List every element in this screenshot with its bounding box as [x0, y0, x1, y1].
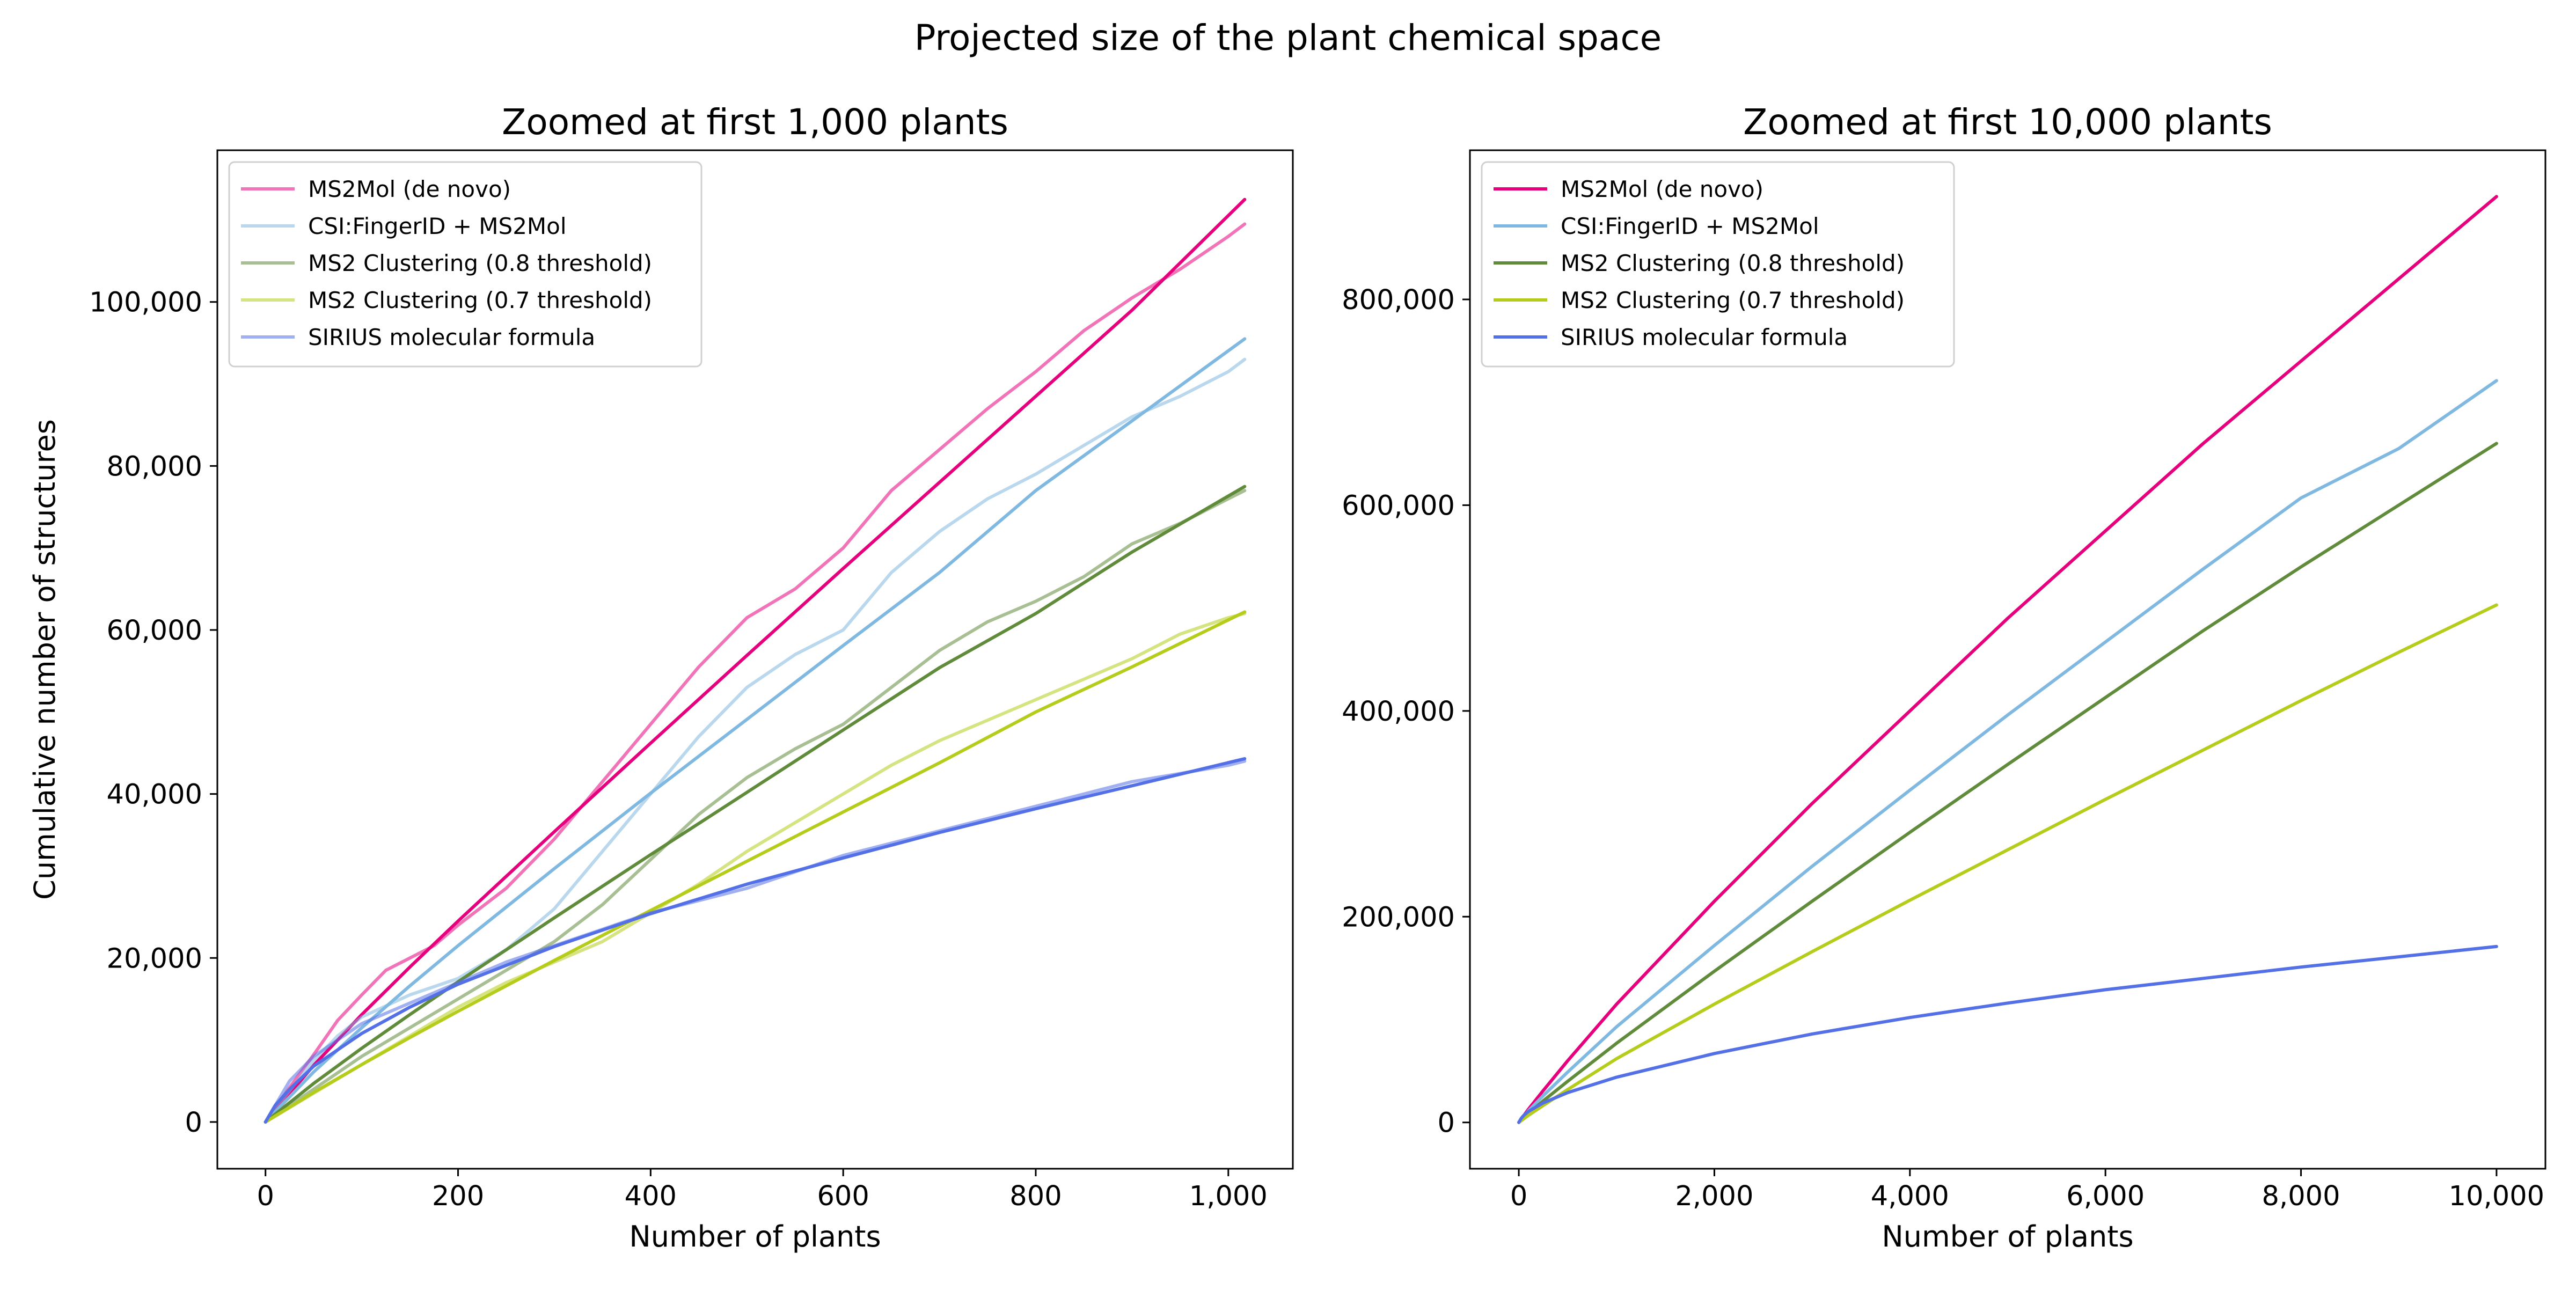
legend-label: SIRIUS molecular formula: [308, 324, 595, 350]
legend-box: [228, 161, 702, 368]
x-tick-label: 200: [432, 1181, 484, 1212]
legend-box: [1481, 161, 1955, 368]
y-tick-label: 600,000: [1342, 490, 1455, 522]
x-tick-label: 400: [625, 1181, 677, 1212]
legend-label: SIRIUS molecular formula: [1561, 324, 1848, 350]
x-tick-label: 2,000: [1675, 1181, 1753, 1212]
y-tick-label: 400,000: [1342, 696, 1455, 728]
x-tick-label: 600: [817, 1181, 869, 1212]
legend: MS2Mol (de novo) CSI:FingerID + MS2Mol MS2…: [1481, 161, 1955, 368]
x-axis-label: Number of plants: [1882, 1220, 2133, 1254]
series-line-ms2mol-fit: [1517, 195, 2498, 1124]
y-tick-label: 80,000: [107, 451, 202, 482]
axes-frame: [216, 149, 1294, 1170]
y-tick-label: 0: [185, 1107, 202, 1139]
series-line-ms2mol-fit: [264, 197, 1247, 1124]
series-line-clust07-fit: [264, 610, 1247, 1124]
legend-label: CSI:FingerID + MS2Mol: [1561, 213, 1819, 239]
figure-suptitle: Projected size of the plant chemical spa…: [914, 17, 1662, 58]
series-line-csi-observed: [264, 357, 1247, 1124]
legend-label: MS2 Clustering (0.7 threshold): [308, 287, 652, 313]
legend-label: CSI:FingerID + MS2Mol: [308, 213, 567, 239]
right-chart-panel: Zoomed at first 10,000 plants 0 2,000 4,000…: [1342, 101, 2546, 1254]
y-tick-label: 20,000: [107, 943, 202, 974]
y-tick-label: 0: [1438, 1108, 1455, 1139]
series-group: [264, 197, 1247, 1124]
chart-title: Zoomed at first 10,000 plants: [1743, 101, 2272, 143]
y-tick-label: 200,000: [1342, 901, 1455, 933]
series-line-clust08-fit: [1517, 442, 2498, 1124]
x-tick-label: 0: [257, 1181, 274, 1212]
y-tick-label: 60,000: [107, 615, 202, 647]
legend-label: MS2 Clustering (0.8 threshold): [308, 250, 652, 276]
series-line-sirius-fit: [264, 757, 1247, 1124]
series-line-ms2mol-observed: [264, 222, 1247, 1124]
chart-title: Zoomed at first 1,000 plants: [502, 101, 1008, 143]
series-line-csi-fit: [264, 337, 1247, 1124]
series-line-clust07-observed: [264, 612, 1247, 1124]
y-tick-label: 800,000: [1342, 284, 1455, 316]
left-chart-panel: Zoomed at first 1,000 plants 0 200 400 600 80…: [28, 101, 1294, 1254]
series-group: [1517, 195, 2498, 1124]
y-axis-label: Cumulative number of structures: [28, 419, 62, 900]
legend-label: MS2 Clustering (0.7 threshold): [1561, 287, 1905, 313]
legend-label: MS2 Clustering (0.8 threshold): [1561, 250, 1905, 276]
x-tick-label: 0: [1510, 1181, 1527, 1212]
legend-label: MS2Mol (de novo): [308, 176, 511, 202]
series-line-sirius-fit: [1517, 944, 2498, 1124]
x-tick-label: 800: [1009, 1181, 1062, 1212]
series-line-clust08-fit: [264, 485, 1247, 1124]
series-line-clust08-observed: [264, 489, 1247, 1124]
legend-label: MS2Mol (de novo): [1561, 176, 1763, 202]
y-tick-label: 40,000: [107, 779, 202, 811]
x-tick-label: 10,000: [2449, 1181, 2544, 1212]
x-tick-label: 8,000: [2262, 1181, 2340, 1212]
x-axis-label: Number of plants: [629, 1220, 881, 1254]
legend: MS2Mol (de novo) CSI:FingerID + MS2Mol MS2…: [228, 161, 702, 368]
x-tick-label: 4,000: [1871, 1181, 1949, 1212]
axes-frame: [1469, 149, 2546, 1170]
x-tick-label: 1,000: [1189, 1181, 1268, 1212]
x-tick-label: 6,000: [2066, 1181, 2145, 1212]
series-line-sirius-observed: [264, 759, 1247, 1124]
y-tick-label: 100,000: [89, 287, 202, 319]
series-line-csi-fit: [1517, 379, 2498, 1124]
